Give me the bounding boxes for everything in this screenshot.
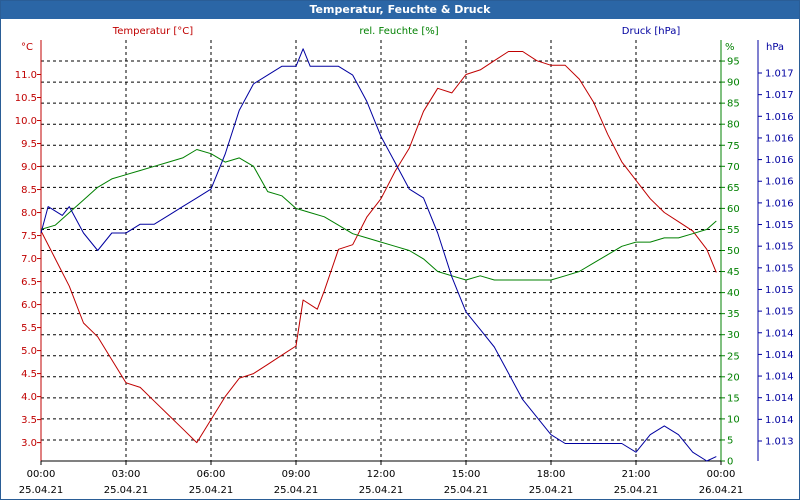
time-tick-label: 15:00: [452, 469, 481, 480]
pressure-series-line: [40, 48, 717, 462]
temperature-tick-label: 10.5: [15, 93, 37, 104]
humidity-tick-label: 40: [727, 288, 740, 299]
pressure-tick-label: 1.015: [765, 285, 794, 296]
date-tick-label: 25.04.21: [19, 485, 64, 496]
humidity-unit: %: [725, 42, 735, 53]
time-tick-label: 03:00: [112, 469, 141, 480]
temperature-tick-label: 3.5: [21, 415, 37, 426]
temperature-tick-label: 6.0: [21, 300, 37, 311]
temperature-series-line: [40, 51, 717, 444]
time-tick-label: 06:00: [197, 469, 226, 480]
time-tick-label: 21:00: [622, 469, 651, 480]
temperature-axis-label: Temperatur [°C]: [112, 26, 193, 37]
humidity-tick-label: 80: [727, 120, 740, 131]
humidity-tick-label: 90: [727, 78, 740, 89]
pressure-tick-label: 1.014: [765, 393, 794, 404]
pressure-tick-label: 1.014: [765, 350, 794, 361]
humidity-tick-label: 30: [727, 330, 740, 341]
date-tick-label: 25.04.21: [104, 485, 149, 496]
temperature-tick-label: 9.0: [21, 162, 37, 173]
humidity-series-line: [40, 149, 717, 281]
humidity-tick-label: 75: [727, 141, 740, 152]
temperature-tick-label: 9.5: [21, 139, 37, 150]
humidity-axis-label: rel. Feuchte [%]: [359, 26, 438, 37]
date-tick-label: 25.04.21: [444, 485, 489, 496]
chart-plot: Temperatur [°C] rel. Feuchte [%] Druck [hP…: [15, 26, 794, 496]
temperature-tick-label: 4.0: [21, 392, 37, 403]
temperature-tick-label: 4.5: [21, 369, 37, 380]
temperature-tick-label: 6.5: [21, 277, 37, 288]
temperature-tick-label: 10.0: [15, 116, 37, 127]
humidity-tick-label: 0: [727, 457, 733, 468]
time-tick-label: 12:00: [367, 469, 396, 480]
date-tick-label: 25.04.21: [274, 485, 319, 496]
humidity-tick-label: 85: [727, 99, 740, 110]
pressure-tick-label: 1.017: [765, 90, 794, 101]
pressure-tick-label: 1.014: [765, 415, 794, 426]
pressure-tick-label: 1.016: [765, 133, 794, 144]
humidity-tick-label: 5: [727, 435, 733, 446]
humidity-tick-label: 45: [727, 267, 740, 278]
pressure-tick-label: 1.016: [765, 155, 794, 166]
pressure-unit: hPa: [766, 42, 784, 53]
humidity-tick-label: 20: [727, 372, 740, 383]
temperature-tick-label: 3.0: [21, 438, 37, 449]
time-tick-label: 18:00: [537, 469, 566, 480]
temperature-tick-label: 7.0: [21, 254, 37, 265]
humidity-tick-label: 50: [727, 246, 740, 257]
humidity-tick-label: 65: [727, 183, 740, 194]
humidity-tick-label: 25: [727, 351, 740, 362]
temperature-tick-label: 5.5: [21, 323, 37, 334]
temperature-tick-label: 8.5: [21, 185, 37, 196]
pressure-tick-label: 1.016: [765, 112, 794, 123]
date-tick-label: 25.04.21: [189, 485, 234, 496]
pressure-tick-label: 1.014: [765, 328, 794, 339]
temperature-tick-label: 5.0: [21, 346, 37, 357]
date-tick-label: 25.04.21: [614, 485, 659, 496]
humidity-tick-label: 70: [727, 162, 740, 173]
date-tick-label: 25.04.21: [529, 485, 574, 496]
pressure-tick-label: 1.017: [765, 69, 794, 80]
temperature-tick-label: 7.5: [21, 231, 37, 242]
pressure-tick-label: 1.015: [765, 263, 794, 274]
pressure-axis-label: Druck [hPa]: [622, 26, 681, 37]
time-tick-label: 00:00: [27, 469, 56, 480]
pressure-tick-label: 1.013: [765, 437, 794, 448]
humidity-tick-label: 95: [727, 57, 740, 68]
pressure-tick-label: 1.016: [765, 198, 794, 209]
temperature-tick-label: 11.0: [15, 70, 37, 81]
pressure-tick-label: 1.014: [765, 372, 794, 383]
temperature-tick-label: 8.0: [21, 208, 37, 219]
humidity-tick-label: 15: [727, 393, 740, 404]
pressure-tick-label: 1.015: [765, 242, 794, 253]
time-tick-label: 00:00: [707, 469, 736, 480]
humidity-tick-label: 60: [727, 204, 740, 215]
temperature-unit: °C: [21, 42, 33, 53]
pressure-tick-label: 1.016: [765, 177, 794, 188]
date-tick-label: 25.04.21: [359, 485, 404, 496]
time-tick-label: 09:00: [282, 469, 311, 480]
humidity-tick-label: 35: [727, 309, 740, 320]
humidity-tick-label: 10: [727, 414, 740, 425]
date-tick-label: 26.04.21: [699, 485, 744, 496]
pressure-tick-label: 1.015: [765, 307, 794, 318]
pressure-tick-label: 1.015: [765, 220, 794, 231]
humidity-tick-label: 55: [727, 225, 740, 236]
chart-title: Temperatur, Feuchte & Druck: [1, 1, 799, 19]
